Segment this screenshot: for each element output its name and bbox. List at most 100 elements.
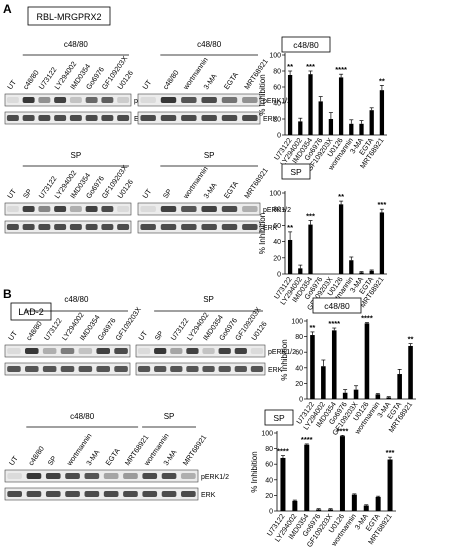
lane-label: EGTA [222,70,240,91]
significance-mark: **** [361,314,373,323]
blot-band [69,115,82,121]
blot-band [154,366,167,372]
significance-mark: *** [386,448,395,457]
blot-band [54,206,67,212]
lane-label: UT [5,187,18,201]
panel-letter-a: A [3,2,12,16]
significance-mark: *** [306,212,315,221]
blot-band [45,473,61,479]
blot-band [78,348,93,354]
blot-band [25,366,39,372]
bar [369,270,374,274]
bar [338,77,344,135]
lane-label: c48/80 [161,68,181,91]
bar [308,74,313,135]
blot-band [7,348,21,354]
blot-band [117,206,130,212]
bar [397,374,402,399]
blot-band [218,348,231,354]
blot-band [186,348,199,354]
blot-band [140,115,156,121]
blot-band [181,115,197,121]
blot-band [60,348,75,354]
y-tick-label: 80 [295,334,303,341]
panel-letter-b: B [3,287,12,301]
bar [328,509,334,511]
chart-title: c48/80 [293,40,319,50]
blot-band [38,224,51,230]
significance-mark: ** [287,223,293,232]
group-label: c48/80 [70,412,95,421]
blot-band [181,97,197,103]
blot-band [6,97,19,103]
significance-mark: ** [310,323,316,332]
lane-label: UT [140,78,153,92]
lane-label: 3-MA [201,72,218,91]
bar [369,110,374,135]
bar [316,509,322,511]
chart-title: c48/80 [324,301,350,311]
bar [298,268,303,274]
blot-band [181,491,196,497]
y-tick-label: 100 [269,191,281,198]
bar [375,394,381,399]
chart-title-box [312,297,362,314]
y-axis-label: % Inhibition [258,74,267,115]
blot-b-1: UT SP U73122LY294002IMD0354Go6976GF109203X… [135,295,296,376]
blot-band [38,97,51,103]
blot-band [38,115,51,121]
bar [321,366,326,399]
cell-line-box-b [10,302,52,321]
band-label: pERK1/2 [263,98,291,105]
blot-band [170,348,183,354]
bar [349,123,354,135]
bar [386,397,392,399]
blot-band [117,224,130,230]
blot-band [250,366,264,372]
y-tick-label: 100 [269,53,281,60]
blot-band [137,348,151,354]
chart-title-box [281,36,331,53]
lane-label: SP [46,454,59,467]
blot-band [54,97,67,103]
band-label: ERK [201,492,216,499]
blot-band [201,224,217,230]
bar [387,459,393,511]
blot-band [250,348,264,354]
y-tick-label: 60 [273,223,281,230]
blot-band [7,473,22,479]
significance-mark: ** [338,192,344,201]
lane-label: EGTA [103,446,121,467]
blot-band [45,491,61,497]
blot-band [242,224,258,230]
significance-mark: ** [408,335,414,344]
chart-title-box [281,163,311,180]
blot-band [161,491,177,497]
bar [379,90,385,135]
y-axis-label: % Inhibition [250,451,259,492]
significance-mark: ** [379,76,385,85]
blot-band [103,491,119,497]
blot-band [85,224,98,230]
blot-band [22,97,35,103]
lane-label: EGTA [222,179,240,200]
blot-band [117,97,130,103]
y-tick-label: 0 [277,272,281,279]
lane-label: 3-MA [201,181,218,200]
bar [375,496,381,511]
y-tick-label: 20 [273,255,281,262]
band-label: ERK [263,225,278,232]
significance-mark: **** [277,447,289,456]
bar [379,212,385,274]
blot-band [85,115,98,121]
group-label: c48/80 [64,295,89,304]
blot-band [69,97,82,103]
blot-band [22,115,35,121]
blot-band [201,97,217,103]
blot-band [242,115,258,121]
bar [359,272,364,274]
blot-band [234,348,247,354]
